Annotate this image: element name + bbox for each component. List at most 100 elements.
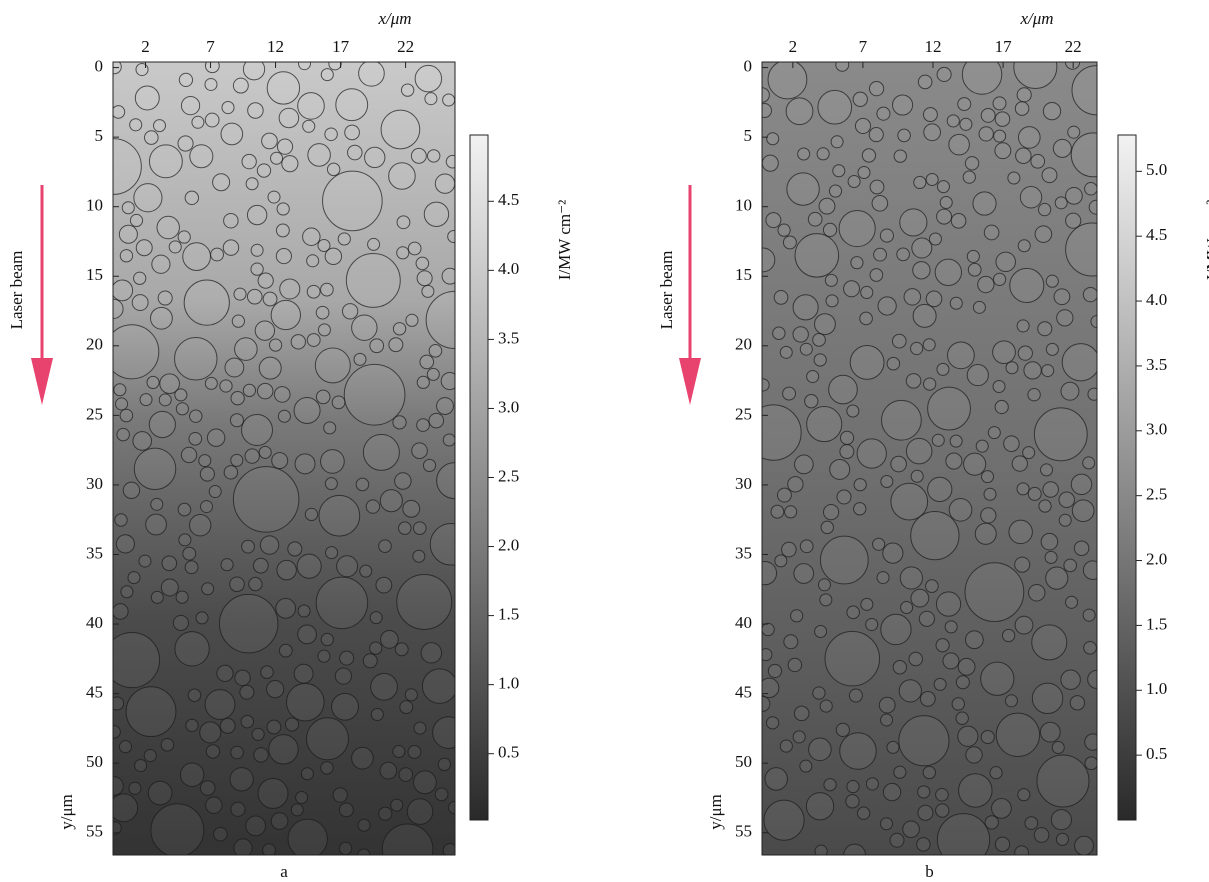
particle — [866, 778, 878, 790]
particle — [995, 400, 1008, 413]
particle — [202, 583, 214, 595]
particle — [851, 257, 863, 269]
particle — [110, 794, 138, 822]
particle — [1043, 482, 1059, 498]
particle — [800, 760, 812, 772]
particle — [344, 364, 405, 425]
particle — [417, 419, 430, 432]
colorbar-tick-label: 3.5 — [1146, 355, 1167, 374]
particle — [308, 144, 331, 167]
particle — [1008, 172, 1020, 184]
particle — [430, 524, 472, 566]
particle — [259, 357, 281, 379]
particle — [246, 178, 258, 190]
particle — [949, 499, 972, 522]
particle — [956, 676, 969, 689]
colorbar-tick-label: 1.5 — [1146, 614, 1167, 633]
particle — [891, 483, 928, 520]
particle — [399, 768, 413, 782]
particle — [303, 120, 315, 132]
particle — [900, 209, 927, 236]
y-tick-label: 0 — [744, 56, 753, 75]
particle — [839, 210, 875, 246]
particle — [1064, 559, 1077, 572]
particle — [433, 717, 465, 749]
particle — [443, 94, 455, 106]
particle — [757, 103, 771, 117]
particle — [881, 476, 893, 488]
particle — [348, 145, 363, 160]
particle — [887, 741, 899, 753]
particle — [183, 547, 196, 560]
particle — [380, 490, 402, 512]
particle — [963, 171, 975, 183]
particle — [807, 407, 842, 442]
particle — [762, 623, 774, 635]
particle — [224, 466, 237, 479]
particle — [133, 432, 152, 451]
particle — [996, 252, 1015, 271]
particle — [379, 540, 392, 553]
particle — [870, 180, 884, 194]
particle — [161, 579, 178, 596]
particle — [382, 824, 433, 875]
particle — [263, 292, 277, 306]
particle — [405, 689, 417, 701]
particle — [149, 411, 175, 437]
particle — [336, 89, 368, 121]
particle — [1042, 365, 1054, 377]
particle — [923, 766, 935, 778]
particle — [929, 233, 941, 245]
particle — [352, 747, 374, 769]
particle — [288, 819, 327, 858]
particle — [872, 196, 888, 212]
particle — [911, 589, 929, 607]
y-tick-label: 55 — [86, 822, 103, 841]
particle — [417, 271, 432, 286]
y-tick-label: 35 — [735, 543, 752, 562]
particle — [207, 429, 224, 446]
particle — [285, 718, 298, 731]
particle — [108, 726, 120, 738]
particle — [427, 150, 439, 162]
particle — [913, 304, 936, 327]
particle — [269, 339, 281, 351]
particle — [129, 782, 141, 794]
y-tick-label: 35 — [86, 543, 103, 562]
particle — [943, 653, 959, 669]
particle — [159, 394, 171, 406]
particle — [267, 681, 284, 698]
particle — [245, 449, 259, 463]
particle — [936, 788, 949, 801]
particle — [422, 285, 434, 297]
x-tick-label: 12 — [267, 37, 284, 56]
particle — [1085, 757, 1098, 770]
particle — [862, 149, 875, 162]
particle — [1012, 456, 1027, 471]
particle — [1006, 362, 1018, 374]
particle — [276, 599, 296, 619]
particle — [397, 216, 410, 229]
particle — [1014, 46, 1057, 89]
particle — [205, 690, 235, 720]
particle — [393, 416, 406, 429]
particle — [866, 619, 878, 631]
particle — [805, 395, 818, 408]
particle — [335, 668, 351, 684]
particle — [279, 644, 292, 657]
particle — [415, 65, 441, 91]
particle — [134, 272, 146, 284]
particle — [214, 827, 228, 841]
particle — [775, 555, 787, 567]
particle — [782, 542, 797, 557]
particle — [333, 788, 347, 802]
particle — [429, 345, 442, 358]
particle — [1056, 833, 1068, 845]
colorbar-tick-label: 4.0 — [1146, 290, 1167, 309]
particle — [1084, 641, 1097, 654]
particle — [158, 291, 172, 305]
particle — [253, 558, 268, 573]
particle — [818, 579, 830, 591]
colorbar-tick-label: 2.0 — [1146, 549, 1167, 568]
y-tick-label: 45 — [86, 683, 103, 702]
